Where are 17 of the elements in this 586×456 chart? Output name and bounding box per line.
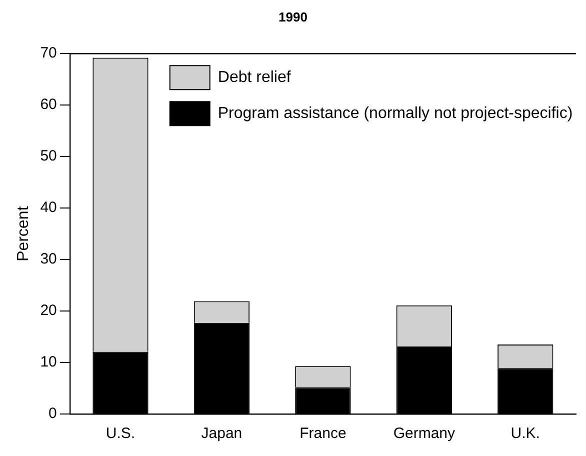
y-tick-label: 0 [48, 405, 57, 422]
y-tick-label: 20 [40, 302, 57, 320]
y-axis-title: Percent [15, 206, 32, 262]
x-tick-label: U.K. [510, 425, 540, 442]
y-tick-label: 40 [40, 199, 57, 216]
legend-label: Program assistance (normally not project-specific) [218, 105, 573, 122]
y-tick-label: 60 [40, 96, 57, 114]
chart-title: 1990 [278, 9, 308, 24]
y-tick-label: 30 [40, 250, 57, 268]
x-tick-label: U.S. [106, 425, 136, 442]
x-tick-label: France [300, 425, 346, 442]
x-tick-label: Germany [393, 425, 456, 442]
legend-label: Debt relief [218, 69, 292, 86]
x-tick-label: Japan [201, 425, 242, 442]
y-tick-label: 10 [40, 354, 57, 371]
y-tick-label: 50 [40, 148, 57, 165]
y-tick-label: 70 [40, 44, 57, 62]
